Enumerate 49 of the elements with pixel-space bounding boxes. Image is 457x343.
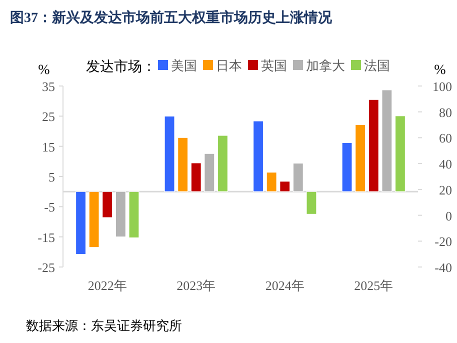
- bar: [75, 191, 86, 255]
- legend-title: 发达市场：: [86, 59, 156, 75]
- bar: [266, 172, 277, 192]
- bar: [178, 137, 188, 192]
- x-tick-label: 2022年: [88, 278, 127, 293]
- source-note: 数据来源：东吴证券研究所: [26, 318, 182, 333]
- bar: [115, 191, 126, 238]
- x-tick-label: 2025年: [354, 278, 394, 293]
- bar: [204, 153, 215, 192]
- y-tick-label: -15: [38, 230, 55, 245]
- y2-axis-title: %: [434, 63, 446, 78]
- bar: [292, 162, 304, 192]
- y-axis-title: %: [38, 63, 50, 78]
- y2-tick-label: 40: [439, 156, 452, 172]
- y-tick-label: 25: [42, 109, 55, 124]
- bar: [306, 191, 317, 215]
- bar: [164, 116, 175, 192]
- bar: [280, 181, 290, 192]
- bar: [368, 99, 379, 192]
- legend-label: 法国: [364, 58, 390, 73]
- bar: [102, 191, 113, 218]
- legend-label: 日本: [216, 58, 242, 73]
- bar: [382, 90, 392, 192]
- y-tick-label: 15: [42, 139, 55, 154]
- y-tick-label: 35: [42, 79, 55, 94]
- chart-title: 图37：新兴及发达市场前五大权重市场历史上涨情况: [10, 9, 333, 26]
- y-tick-label: 5: [48, 170, 55, 184]
- legend-label: 美国: [171, 58, 197, 73]
- y2-tick-label: 100: [432, 79, 452, 94]
- bar: [217, 135, 228, 192]
- y-tick-label: -25: [38, 260, 55, 275]
- y-tick-label: -5: [44, 200, 55, 215]
- y2-tick-label: 20: [439, 182, 452, 198]
- y2-tick-label: 0: [446, 208, 452, 224]
- x-tick-label: 2024年: [265, 278, 304, 293]
- legend-label: 英国: [261, 58, 287, 73]
- bar: [128, 191, 140, 238]
- legend-label: 加拿大: [306, 58, 345, 73]
- y2-tick-label: 60: [439, 130, 452, 146]
- bar: [342, 142, 352, 192]
- bar: [394, 116, 406, 192]
- bar: [355, 124, 366, 192]
- y2-tick-label: 80: [439, 104, 452, 120]
- y2-tick-label: -40: [434, 260, 452, 275]
- bar: [88, 191, 100, 248]
- bar: [190, 162, 202, 192]
- y2-tick-label: -20: [434, 234, 452, 250]
- x-tick-label: 2023年: [176, 278, 216, 293]
- bar: [252, 120, 264, 192]
